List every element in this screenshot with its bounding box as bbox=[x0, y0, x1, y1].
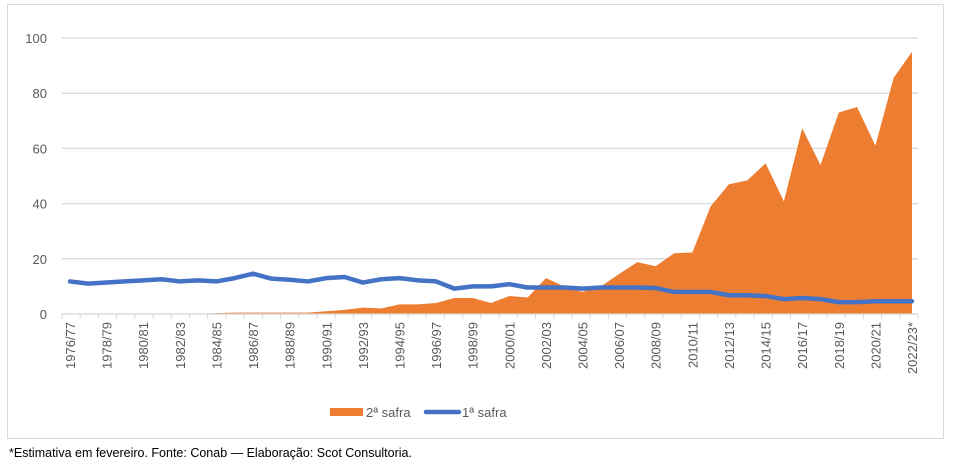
chart-frame bbox=[7, 4, 944, 439]
y-tick-label: 80 bbox=[33, 86, 47, 101]
x-tick-label: 1988/89 bbox=[283, 322, 298, 369]
x-tick-label: 2014/15 bbox=[759, 322, 774, 369]
x-tick-label: 1998/99 bbox=[466, 322, 481, 369]
x-tick-label: 2004/05 bbox=[576, 322, 591, 369]
x-tick-label: 1980/81 bbox=[136, 322, 151, 369]
y-tick-label: 20 bbox=[33, 252, 47, 267]
x-tick-label: 1982/83 bbox=[173, 322, 188, 369]
x-tick-label: 1976/77 bbox=[63, 322, 78, 369]
y-tick-label: 60 bbox=[33, 141, 47, 156]
legend-label-1a-safra: 1ª safra bbox=[462, 405, 507, 420]
x-tick-label: 2008/09 bbox=[649, 322, 664, 369]
x-tick-label: 2020/21 bbox=[868, 322, 883, 369]
x-tick-label: 2006/07 bbox=[612, 322, 627, 369]
x-tick-label: 1978/79 bbox=[100, 322, 115, 369]
x-tick-label: 2022/23* bbox=[905, 322, 920, 374]
x-tick-label: 1992/93 bbox=[356, 322, 371, 369]
x-tick-label: 2018/19 bbox=[832, 322, 847, 369]
x-tick-label: 2000/01 bbox=[502, 322, 517, 369]
y-tick-label: 40 bbox=[33, 197, 47, 212]
x-tick-label: 2010/11 bbox=[685, 322, 700, 368]
legend-label-2a-safra: 2ª safra bbox=[366, 405, 411, 420]
series-area-2a-safra bbox=[70, 51, 912, 315]
x-tick-label: 1986/87 bbox=[246, 322, 261, 369]
x-tick-label: 2016/17 bbox=[795, 322, 810, 369]
x-tick-label: 1996/97 bbox=[429, 322, 444, 369]
y-tick-label: 100 bbox=[25, 31, 47, 46]
y-tick-label: 0 bbox=[40, 307, 47, 322]
x-tick-label: 1990/91 bbox=[319, 322, 334, 369]
legend-swatch-2a-safra bbox=[330, 408, 363, 416]
x-tick-label: 2002/03 bbox=[539, 322, 554, 369]
series-line-1a-safra bbox=[67, 271, 915, 305]
x-tick-label: 2012/13 bbox=[722, 322, 737, 369]
footnote: *Estimativa em fevereiro. Fonte: Conab —… bbox=[9, 446, 412, 460]
x-tick-label: 1994/95 bbox=[392, 322, 407, 369]
x-tick-label: 1984/85 bbox=[209, 322, 224, 369]
